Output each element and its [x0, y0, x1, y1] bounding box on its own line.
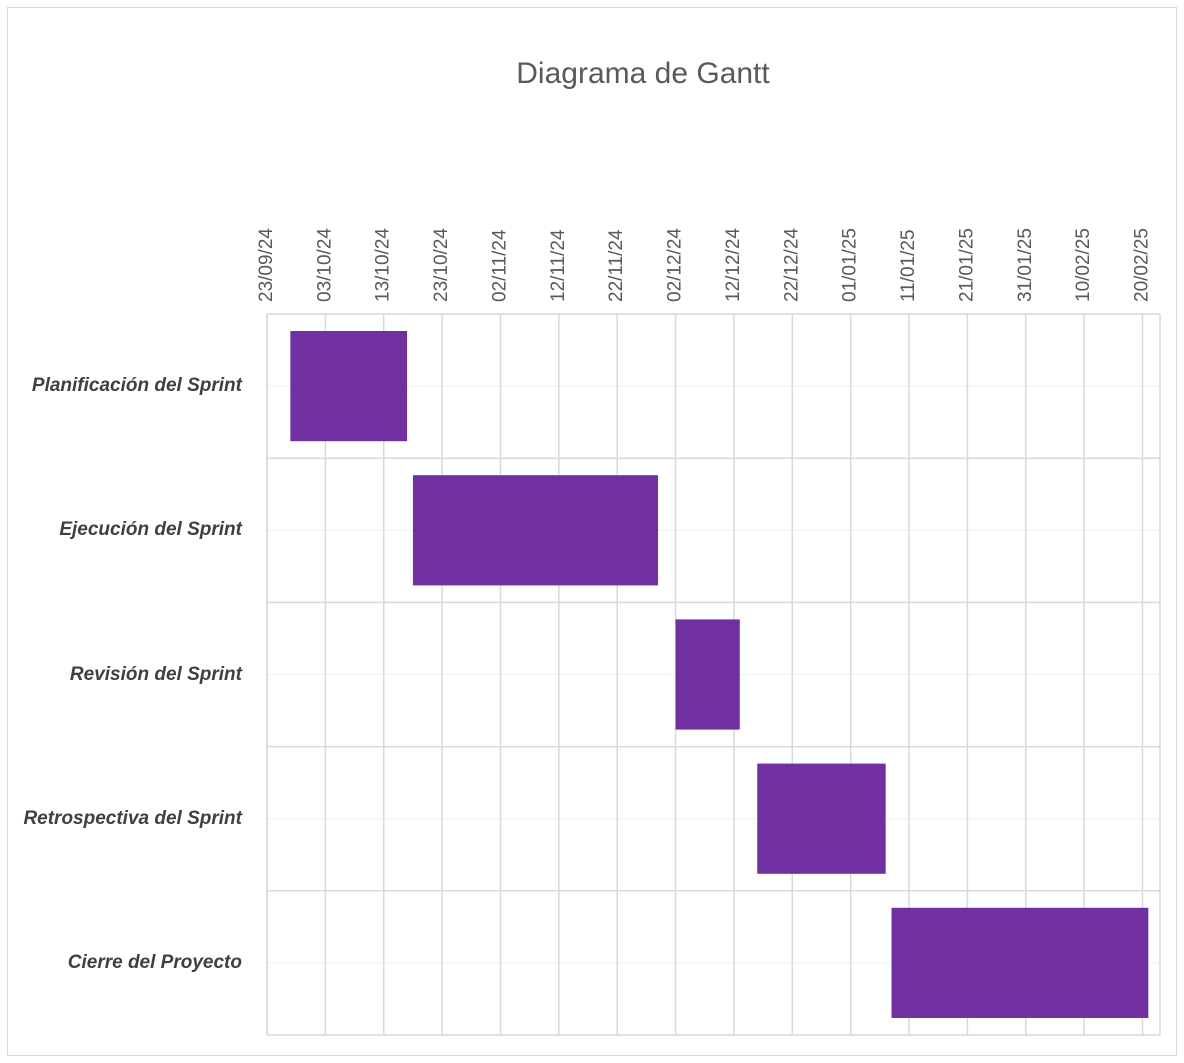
x-tick-label: 23/09/24 [256, 228, 277, 302]
task-bar [290, 331, 408, 442]
x-tick-label: 10/02/25 [1073, 228, 1094, 302]
task-bar [757, 763, 886, 874]
task-bar [675, 619, 740, 730]
task-bar [891, 907, 1149, 1018]
x-tick-label: 11/01/25 [898, 229, 919, 302]
x-tick-label: 20/02/25 [1132, 228, 1153, 302]
category-label: Ejecución del Sprint [59, 519, 242, 541]
category-label: Cierre del Proyecto [67, 951, 242, 973]
x-tick-label: 21/01/25 [956, 228, 977, 302]
task-bar [412, 475, 659, 586]
category-label: Planificación del Sprint [31, 375, 242, 397]
x-tick-label: 22/11/24 [606, 229, 627, 302]
category-label: Retrospectiva del Sprint [23, 807, 242, 829]
x-tick-label: 12/11/24 [548, 229, 569, 302]
x-tick-label: 03/10/24 [314, 228, 335, 302]
chart-title: Diagrama de Gantt [516, 57, 770, 90]
x-tick-label: 02/11/24 [489, 229, 510, 302]
x-tick-label: 23/10/24 [431, 228, 452, 302]
x-tick-label: 12/12/24 [723, 228, 744, 302]
x-tick-label: 01/01/25 [840, 228, 861, 302]
x-tick-label: 31/01/25 [1015, 228, 1036, 302]
category-label: Revisión del Sprint [69, 663, 242, 685]
x-tick-label: 22/12/24 [781, 228, 802, 302]
x-tick-label: 13/10/24 [373, 228, 394, 302]
x-tick-label: 02/12/24 [665, 228, 686, 302]
